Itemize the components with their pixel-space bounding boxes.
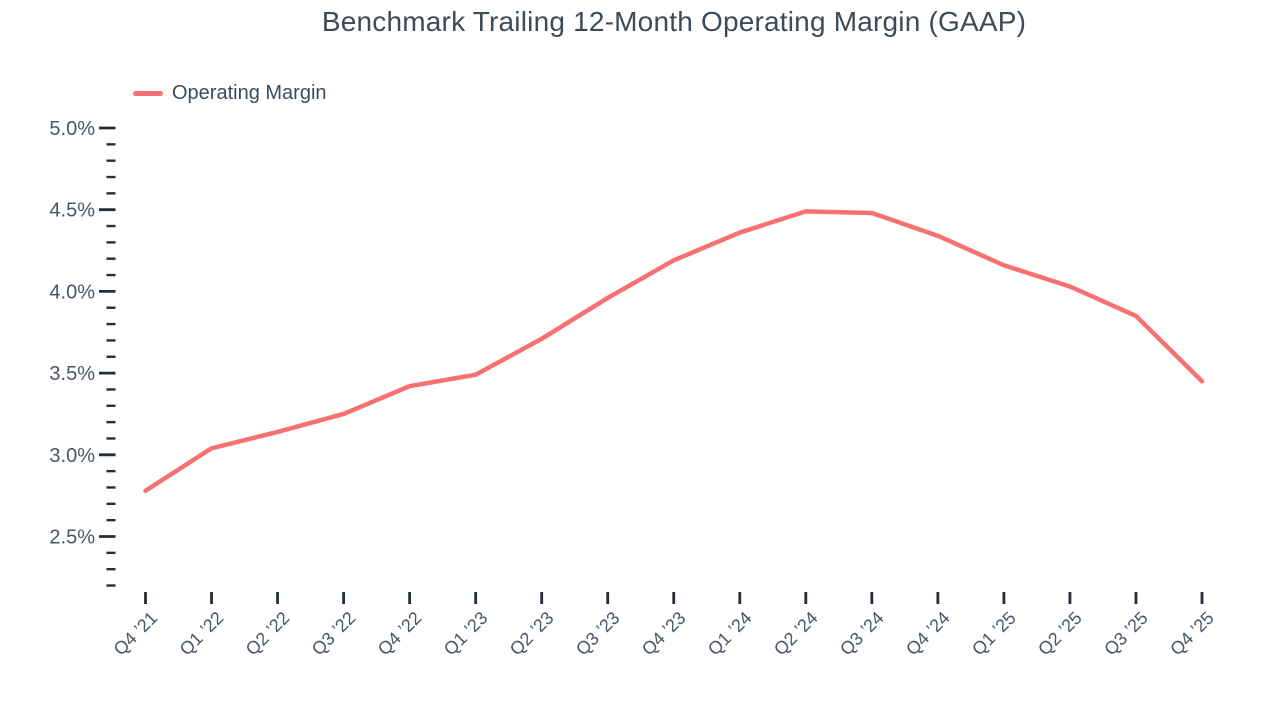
x-axis-tick-label: Q2 ’23 (506, 608, 558, 660)
x-axis-tick-label: Q3 ’24 (836, 608, 888, 660)
chart-title: Benchmark Trailing 12-Month Operating Ma… (321, 6, 1027, 37)
x-axis-tick-label: Q4 ’23 (638, 608, 690, 660)
series-line-operating-margin (143, 209, 1205, 493)
x-axis-tick-label: Q2 ’25 (1034, 608, 1086, 660)
legend-swatch-icon (133, 91, 163, 96)
x-axis-tick-label: Q1 ’24 (704, 608, 756, 660)
x-axis-tick-label: Q3 ’25 (1100, 608, 1152, 660)
x-axis-tick-label: Q1 ’25 (968, 608, 1020, 660)
x-axis-tick-label: Q2 ’22 (242, 608, 294, 660)
x-axis-tick-label: Q4 ’21 (110, 608, 162, 660)
x-axis-tick-label: Q4 ’24 (902, 608, 954, 660)
x-axis-tick-label: Q1 ’22 (176, 608, 228, 660)
y-axis-tick-label: 2.5% (49, 527, 95, 549)
y-axis-tick-label: 3.0% (49, 445, 95, 467)
chart-legend: Operating Margin (133, 82, 327, 105)
y-axis-tick-label: 4.0% (49, 281, 95, 303)
y-axis-tick-label: 3.5% (49, 363, 95, 385)
x-axis-tick-label: Q4 ’22 (374, 608, 426, 660)
legend-label: Operating Margin (172, 82, 327, 104)
y-axis-tick-label: 4.5% (49, 200, 95, 222)
y-axis-tick-label: 5.0% (49, 118, 95, 140)
x-axis-tick-label: Q3 ’23 (572, 608, 624, 660)
x-axis-tick-label: Q1 ’23 (440, 608, 492, 660)
x-axis-tick-label: Q4 ’25 (1166, 608, 1218, 660)
x-axis-tick-label: Q2 ’24 (770, 608, 822, 660)
legend-item-operating-margin: Operating Margin (133, 82, 327, 105)
x-axis-tick-label: Q3 ’22 (308, 608, 360, 660)
